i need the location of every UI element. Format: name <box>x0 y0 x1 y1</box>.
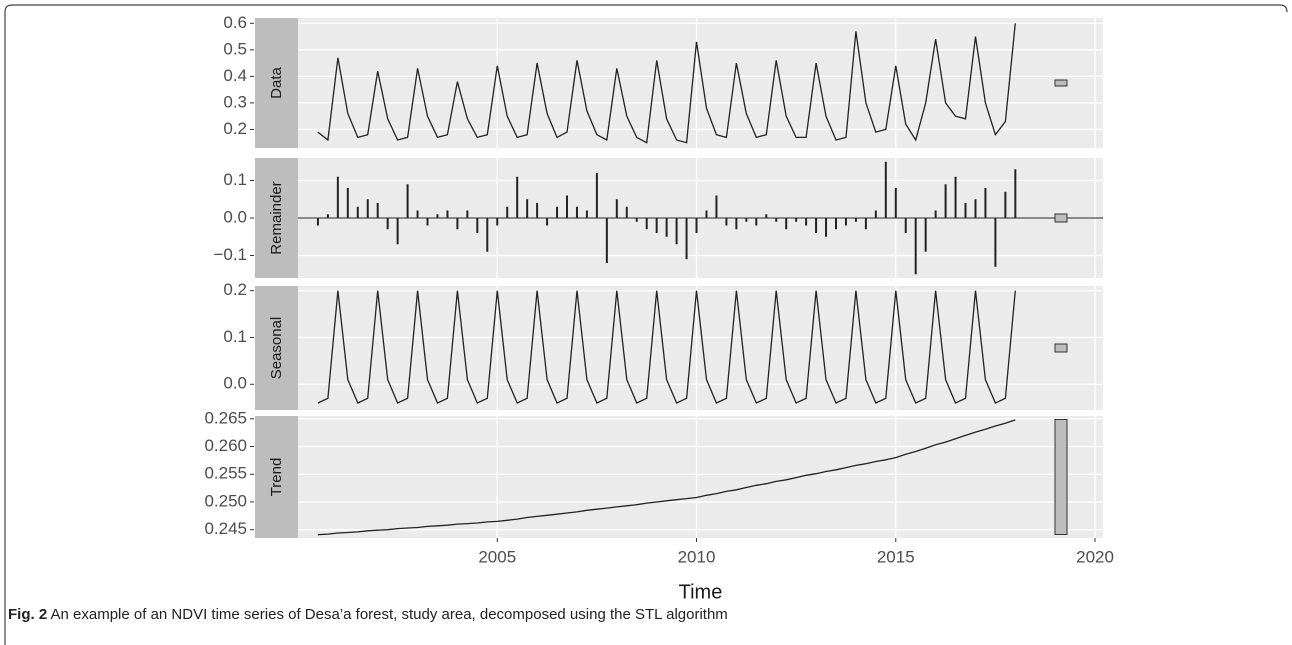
y-tick-label: 0.245 <box>204 519 247 538</box>
series-line <box>317 290 1016 404</box>
caption-text: An example of an NDVI time series of Des… <box>50 606 728 623</box>
y-tick-label: 0.260 <box>204 436 247 455</box>
y-tick-label: 0.250 <box>204 491 247 510</box>
y-tick-label: 0.3 <box>223 92 247 111</box>
y-tick-label: 0.1 <box>223 170 247 189</box>
series-line <box>317 419 1016 536</box>
scale-bar <box>1054 213 1068 223</box>
strip <box>255 158 298 278</box>
y-tick-label: 0.0 <box>223 374 247 393</box>
scale-bar <box>1054 79 1068 87</box>
x-tick-label: 2005 <box>478 547 516 566</box>
y-tick-label: 0.2 <box>223 119 247 138</box>
strip-label: Seasonal <box>268 317 285 380</box>
y-tick-label: −0.1 <box>213 245 247 264</box>
strip <box>255 286 298 410</box>
y-tick-label: 0.6 <box>223 13 247 32</box>
y-tick-label: 0.0 <box>223 207 247 226</box>
strip-label: Data <box>268 67 285 99</box>
x-axis-title: Time <box>679 581 723 603</box>
x-tick-label: 2020 <box>1076 547 1114 566</box>
y-tick-label: 0.1 <box>223 327 247 346</box>
x-tick-label: 2015 <box>877 547 915 566</box>
caption-label: Fig. 2 <box>8 606 48 623</box>
strip-label: Remainder <box>268 181 285 254</box>
x-tick-label: 2010 <box>678 547 716 566</box>
series-line <box>317 23 1016 144</box>
y-tick-label: 0.265 <box>204 408 247 427</box>
strip-label: Trend <box>268 458 285 497</box>
scale-bar <box>1054 419 1068 535</box>
frame <box>4 4 1288 645</box>
panel-background <box>298 416 1103 538</box>
y-tick-label: 0.2 <box>223 280 247 299</box>
strip <box>255 416 298 538</box>
y-tick-label: 0.255 <box>204 464 247 483</box>
y-tick-label: 0.4 <box>223 66 247 85</box>
caption: Fig. 2 An example of an NDVI time series… <box>8 606 728 623</box>
strip <box>255 18 298 148</box>
y-tick-label: 0.5 <box>223 39 247 58</box>
scale-bar <box>1054 343 1068 353</box>
